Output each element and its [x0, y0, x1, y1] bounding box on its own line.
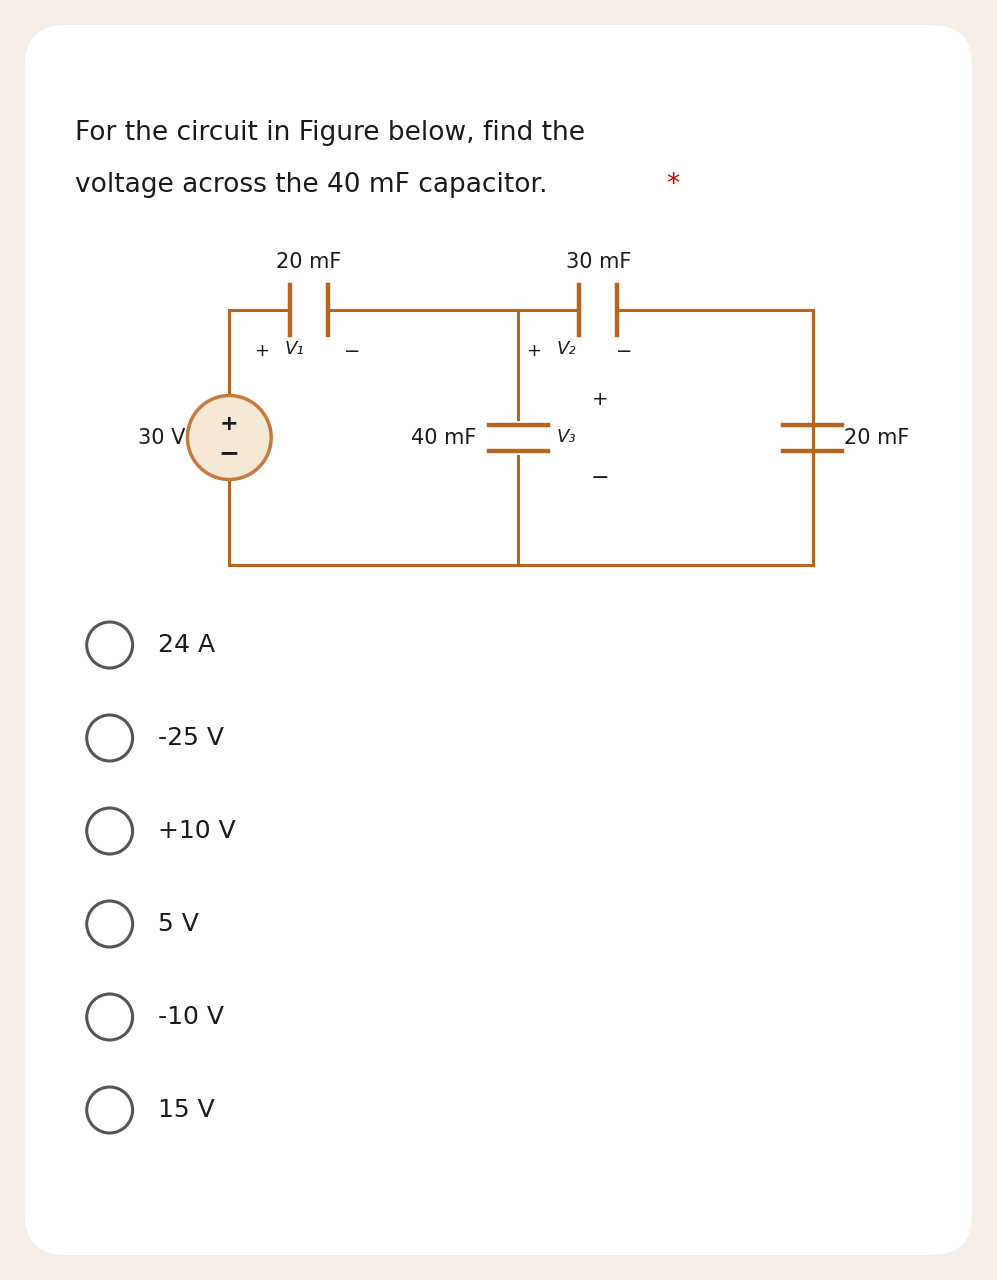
Text: 30 V: 30 V	[138, 428, 185, 448]
Text: +: +	[592, 390, 608, 410]
Text: voltage across the 40 mF capacitor.: voltage across the 40 mF capacitor.	[75, 172, 547, 198]
Circle shape	[187, 396, 271, 480]
Text: 40 mF: 40 mF	[411, 428, 477, 448]
FancyBboxPatch shape	[25, 26, 972, 1254]
Text: −: −	[344, 342, 360, 361]
Text: +: +	[254, 342, 269, 360]
Text: 5 V: 5 V	[158, 913, 198, 936]
Text: *: *	[666, 172, 679, 198]
Text: V₁: V₁	[284, 340, 304, 358]
Text: -10 V: -10 V	[158, 1005, 223, 1029]
Text: For the circuit in Figure below, find the: For the circuit in Figure below, find th…	[75, 120, 585, 146]
Text: −: −	[616, 342, 632, 361]
Text: V₂: V₂	[556, 340, 576, 358]
Text: 30 mF: 30 mF	[565, 252, 631, 273]
Text: 20 mF: 20 mF	[276, 252, 342, 273]
Text: +: +	[220, 415, 238, 434]
Text: 20 mF: 20 mF	[844, 428, 910, 448]
Text: 15 V: 15 V	[158, 1098, 214, 1123]
Text: +10 V: +10 V	[158, 819, 235, 844]
Text: 24 A: 24 A	[158, 634, 214, 657]
Text: −: −	[218, 442, 240, 466]
Text: +: +	[526, 342, 541, 360]
Text: -25 V: -25 V	[158, 726, 223, 750]
Text: V₃: V₃	[556, 429, 576, 447]
Text: −: −	[591, 467, 609, 488]
